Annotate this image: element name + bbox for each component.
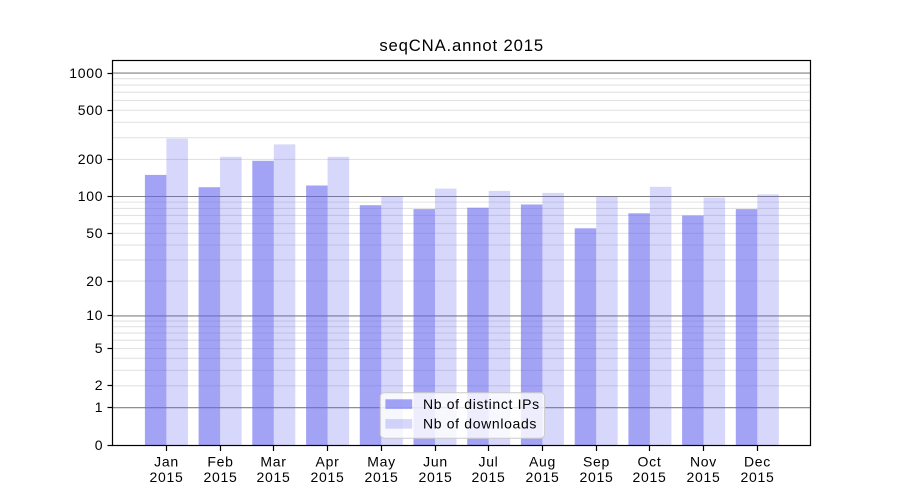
svg-text:2015: 2015 bbox=[150, 469, 184, 485]
svg-text:2015: 2015 bbox=[472, 469, 506, 485]
svg-text:Nov: Nov bbox=[690, 453, 717, 469]
svg-text:2015: 2015 bbox=[311, 469, 345, 485]
svg-text:2015: 2015 bbox=[633, 469, 667, 485]
svg-text:seqCNA.annot 2015: seqCNA.annot 2015 bbox=[379, 36, 544, 55]
svg-text:Mar: Mar bbox=[260, 453, 286, 469]
svg-text:2015: 2015 bbox=[204, 469, 238, 485]
svg-text:50: 50 bbox=[86, 225, 103, 241]
svg-text:Oct: Oct bbox=[638, 453, 662, 469]
svg-text:20: 20 bbox=[86, 273, 103, 289]
svg-text:0: 0 bbox=[95, 437, 104, 453]
svg-text:Jun: Jun bbox=[423, 453, 448, 469]
svg-text:2015: 2015 bbox=[257, 469, 291, 485]
svg-text:Dec: Dec bbox=[744, 453, 771, 469]
svg-text:2015: 2015 bbox=[419, 469, 453, 485]
svg-text:10: 10 bbox=[86, 307, 103, 323]
svg-text:Jan: Jan bbox=[154, 453, 179, 469]
svg-text:500: 500 bbox=[78, 102, 103, 118]
svg-text:Nb of downloads: Nb of downloads bbox=[423, 416, 537, 432]
svg-text:Feb: Feb bbox=[207, 453, 233, 469]
svg-text:2015: 2015 bbox=[687, 469, 721, 485]
svg-text:1: 1 bbox=[95, 399, 104, 415]
svg-text:Sep: Sep bbox=[583, 453, 610, 469]
svg-text:May: May bbox=[367, 453, 396, 469]
svg-text:2015: 2015 bbox=[580, 469, 614, 485]
svg-text:2: 2 bbox=[95, 377, 104, 393]
svg-text:5: 5 bbox=[95, 340, 104, 356]
svg-text:Apr: Apr bbox=[316, 453, 340, 469]
svg-text:200: 200 bbox=[78, 151, 103, 167]
svg-text:2015: 2015 bbox=[365, 469, 399, 485]
svg-text:2015: 2015 bbox=[741, 469, 775, 485]
svg-text:Nb of distinct IPs: Nb of distinct IPs bbox=[423, 396, 540, 412]
svg-text:1000: 1000 bbox=[69, 65, 103, 81]
svg-text:100: 100 bbox=[78, 188, 103, 204]
svg-text:Jul: Jul bbox=[479, 453, 499, 469]
svg-text:2015: 2015 bbox=[526, 469, 560, 485]
svg-text:Aug: Aug bbox=[529, 453, 556, 469]
